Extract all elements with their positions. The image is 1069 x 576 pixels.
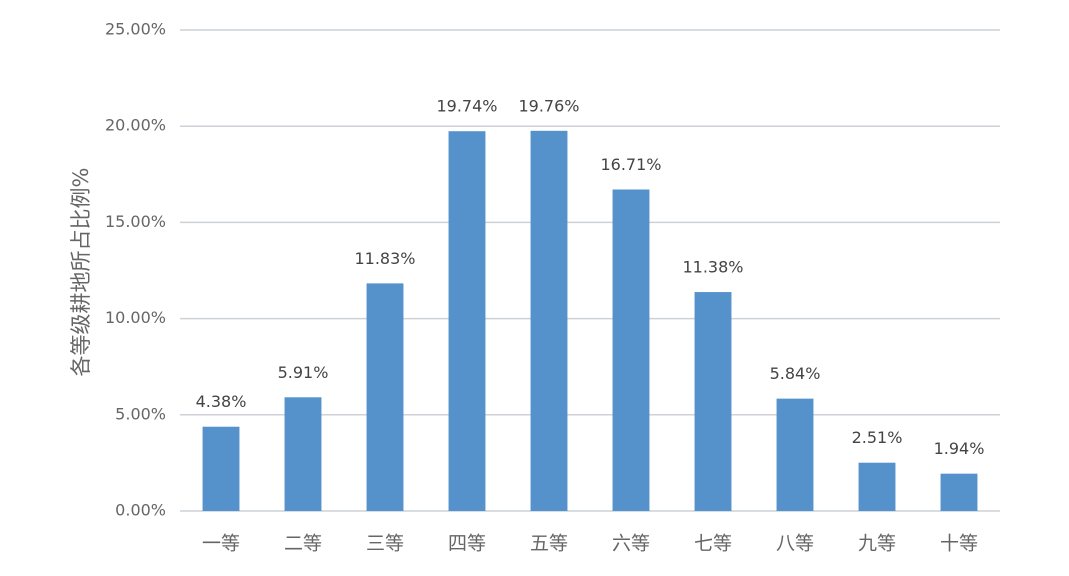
x-tick-label: 七等 bbox=[694, 533, 732, 555]
x-tick-label: 五等 bbox=[530, 533, 568, 555]
bar bbox=[284, 397, 322, 511]
bar bbox=[612, 189, 650, 511]
value-label: 5.91% bbox=[278, 363, 329, 382]
x-tick-label: 十等 bbox=[940, 533, 978, 555]
x-tick-label: 一等 bbox=[202, 533, 240, 555]
y-tick-label: 0.00% bbox=[115, 501, 166, 520]
y-tick-label: 25.00% bbox=[105, 20, 166, 39]
value-label: 19.74% bbox=[436, 97, 497, 116]
x-tick-label: 九等 bbox=[858, 533, 896, 555]
y-tick-label: 10.00% bbox=[105, 308, 166, 327]
value-label: 5.84% bbox=[770, 364, 821, 383]
bar bbox=[530, 130, 568, 511]
value-label: 2.51% bbox=[852, 428, 903, 447]
bar bbox=[694, 292, 732, 511]
bar bbox=[202, 426, 240, 511]
bar bbox=[940, 473, 978, 511]
value-label: 11.83% bbox=[354, 249, 415, 268]
value-label: 4.38% bbox=[196, 392, 247, 411]
y-tick-label: 20.00% bbox=[105, 116, 166, 135]
y-tick-label: 15.00% bbox=[105, 212, 166, 231]
x-tick-label: 四等 bbox=[448, 533, 486, 555]
x-tick-label: 六等 bbox=[612, 533, 650, 555]
x-tick-label: 三等 bbox=[366, 533, 404, 555]
bar bbox=[448, 131, 486, 511]
x-tick-label: 八等 bbox=[776, 533, 814, 555]
value-label: 11.38% bbox=[682, 258, 743, 277]
value-label: 19.76% bbox=[518, 96, 579, 115]
y-tick-label: 5.00% bbox=[115, 404, 166, 423]
x-tick-label: 二等 bbox=[284, 533, 322, 555]
value-label: 16.71% bbox=[600, 155, 661, 174]
y-axis-label: 各等级耕地所占比例% bbox=[69, 168, 93, 377]
bar bbox=[858, 462, 896, 511]
value-label: 1.94% bbox=[934, 439, 985, 458]
bar bbox=[776, 398, 814, 511]
bar bbox=[366, 283, 404, 511]
